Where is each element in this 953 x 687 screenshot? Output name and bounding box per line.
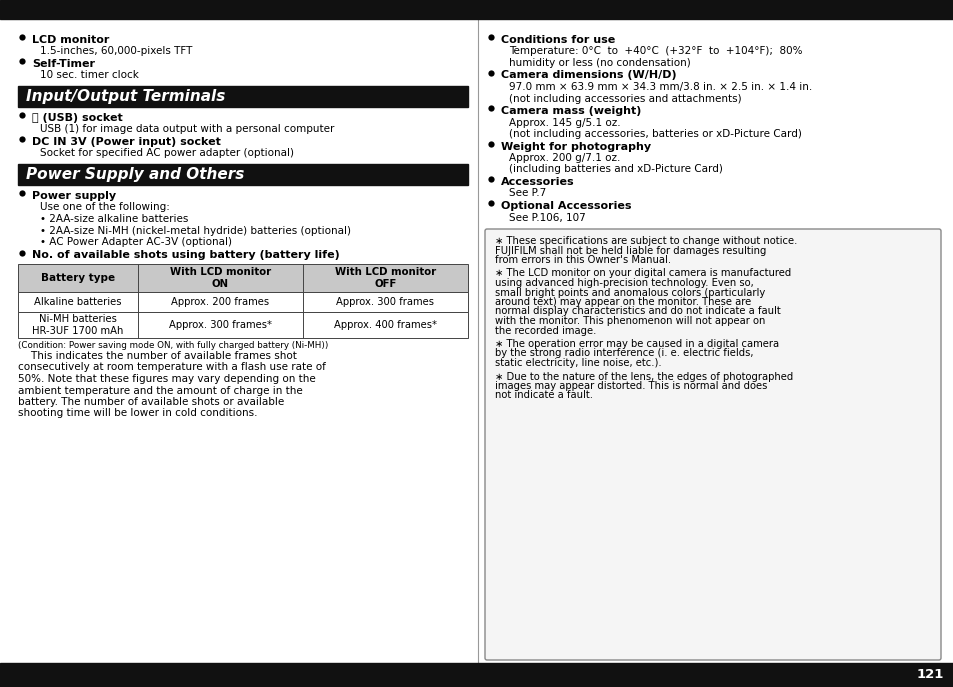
- Text: Conditions for use: Conditions for use: [500, 35, 615, 45]
- Text: With LCD monitor
ON: With LCD monitor ON: [170, 267, 271, 289]
- Text: with the monitor. This phenomenon will not appear on: with the monitor. This phenomenon will n…: [495, 316, 764, 326]
- Text: (Condition: Power saving mode ON, with fully charged battery (Ni-MH)): (Condition: Power saving mode ON, with f…: [18, 341, 328, 350]
- Bar: [0, 0, 953, 19]
- Text: the recorded image.: the recorded image.: [495, 326, 596, 335]
- Text: • 2AA-size alkaline batteries: • 2AA-size alkaline batteries: [40, 214, 188, 224]
- Text: shooting time will be lower in cold conditions.: shooting time will be lower in cold cond…: [18, 409, 257, 418]
- Text: ∗ These specifications are subject to change without notice.: ∗ These specifications are subject to ch…: [495, 236, 797, 246]
- Text: See P.106, 107: See P.106, 107: [509, 212, 585, 223]
- Text: Optional Accessories: Optional Accessories: [500, 201, 631, 211]
- Text: around text) may appear on the monitor. These are: around text) may appear on the monitor. …: [495, 297, 750, 307]
- Text: 1.5-inches, 60,000-pixels TFT: 1.5-inches, 60,000-pixels TFT: [40, 47, 193, 56]
- Text: No. of available shots using battery (battery life): No. of available shots using battery (ba…: [32, 251, 339, 260]
- Text: Use one of the following:: Use one of the following:: [40, 203, 170, 212]
- Text: Approx. 400 frames*: Approx. 400 frames*: [334, 320, 436, 330]
- Bar: [18, 312, 468, 338]
- Bar: [18, 86, 468, 107]
- Text: LCD monitor: LCD monitor: [32, 35, 110, 45]
- Text: This indicates the number of available frames shot: This indicates the number of available f…: [18, 351, 296, 361]
- Text: battery. The number of available shots or available: battery. The number of available shots o…: [18, 397, 284, 407]
- Text: Approx. 200 g/7.1 oz.: Approx. 200 g/7.1 oz.: [509, 153, 619, 163]
- Text: ∗ Due to the nature of the lens, the edges of photographed: ∗ Due to the nature of the lens, the edg…: [495, 372, 792, 381]
- Text: static electricity, line noise, etc.).: static electricity, line noise, etc.).: [495, 358, 661, 368]
- Text: 121: 121: [915, 668, 943, 682]
- Text: Power Supply and Others: Power Supply and Others: [26, 167, 244, 182]
- Text: Ni-MH batteries
HR-3UF 1700 mAh: Ni-MH batteries HR-3UF 1700 mAh: [32, 314, 124, 336]
- Text: Camera mass (weight): Camera mass (weight): [500, 106, 640, 116]
- Text: USB (1) for image data output with a personal computer: USB (1) for image data output with a per…: [40, 124, 334, 135]
- Text: Socket for specified AC power adapter (optional): Socket for specified AC power adapter (o…: [40, 148, 294, 159]
- Text: 50%. Note that these figures may vary depending on the: 50%. Note that these figures may vary de…: [18, 374, 315, 384]
- Text: normal display characteristics and do not indicate a fault: normal display characteristics and do no…: [495, 306, 780, 317]
- Text: Approx. 200 frames: Approx. 200 frames: [172, 297, 270, 307]
- Text: Alkaline batteries: Alkaline batteries: [34, 297, 122, 307]
- Text: Accessories: Accessories: [500, 177, 574, 187]
- Text: ∗ The LCD monitor on your digital camera is manufactured: ∗ The LCD monitor on your digital camera…: [495, 269, 790, 278]
- Text: using advanced high-precision technology. Even so,: using advanced high-precision technology…: [495, 278, 753, 288]
- Text: Approx. 300 frames*: Approx. 300 frames*: [169, 320, 272, 330]
- Text: Input/Output Terminals: Input/Output Terminals: [26, 89, 225, 104]
- Text: Temperature: 0°C  to  +40°C  (+32°F  to  +104°F);  80%: Temperature: 0°C to +40°C (+32°F to +104…: [509, 47, 801, 56]
- Text: Self-Timer: Self-Timer: [32, 59, 95, 69]
- Text: FUJIFILM shall not be held liable for damages resulting: FUJIFILM shall not be held liable for da…: [495, 245, 765, 256]
- Text: ambient temperature and the amount of charge in the: ambient temperature and the amount of ch…: [18, 385, 302, 396]
- Text: not indicate a fault.: not indicate a fault.: [495, 390, 593, 401]
- Text: Approx. 145 g/5.1 oz.: Approx. 145 g/5.1 oz.: [509, 117, 620, 128]
- Text: (including batteries and xD-Picture Card): (including batteries and xD-Picture Card…: [509, 164, 722, 174]
- Text: Weight for photography: Weight for photography: [500, 142, 651, 152]
- Text: 10 sec. timer clock: 10 sec. timer clock: [40, 71, 139, 80]
- Text: DC IN 3V (Power input) socket: DC IN 3V (Power input) socket: [32, 137, 221, 147]
- Text: by the strong radio interference (i. e. electric fields,: by the strong radio interference (i. e. …: [495, 348, 753, 359]
- Text: humidity or less (no condensation): humidity or less (no condensation): [509, 58, 690, 68]
- Text: from errors in this Owner's Manual.: from errors in this Owner's Manual.: [495, 255, 670, 265]
- Text: ∗ The operation error may be caused in a digital camera: ∗ The operation error may be caused in a…: [495, 339, 779, 349]
- Text: Approx. 300 frames: Approx. 300 frames: [336, 297, 434, 307]
- Text: See P.7: See P.7: [509, 188, 546, 199]
- Text: (not including accessories and attachments): (not including accessories and attachmen…: [509, 93, 740, 104]
- Text: • 2AA-size Ni-MH (nickel-metal hydride) batteries (optional): • 2AA-size Ni-MH (nickel-metal hydride) …: [40, 225, 351, 236]
- Bar: [18, 292, 468, 312]
- Bar: [18, 264, 468, 292]
- Bar: [18, 164, 468, 185]
- Text: images may appear distorted. This is normal and does: images may appear distorted. This is nor…: [495, 381, 766, 391]
- Text: • AC Power Adapter AC-3V (optional): • AC Power Adapter AC-3V (optional): [40, 237, 232, 247]
- Text: With LCD monitor
OFF: With LCD monitor OFF: [335, 267, 436, 289]
- Text: Battery type: Battery type: [41, 273, 115, 283]
- Bar: [0, 663, 953, 687]
- Text: consecutively at room temperature with a flash use rate of: consecutively at room temperature with a…: [18, 363, 326, 372]
- Text: 97.0 mm × 63.9 mm × 34.3 mm/3.8 in. × 2.5 in. × 1.4 in.: 97.0 mm × 63.9 mm × 34.3 mm/3.8 in. × 2.…: [509, 82, 811, 92]
- Text: Power supply: Power supply: [32, 191, 116, 201]
- Text: Camera dimensions (W/H/D): Camera dimensions (W/H/D): [500, 71, 676, 80]
- Text: small bright points and anomalous colors (particularly: small bright points and anomalous colors…: [495, 287, 764, 297]
- Text: ⭐ (USB) socket: ⭐ (USB) socket: [32, 113, 123, 123]
- FancyBboxPatch shape: [484, 229, 940, 660]
- Text: (not including accessories, batteries or xD-Picture Card): (not including accessories, batteries or…: [509, 129, 801, 139]
